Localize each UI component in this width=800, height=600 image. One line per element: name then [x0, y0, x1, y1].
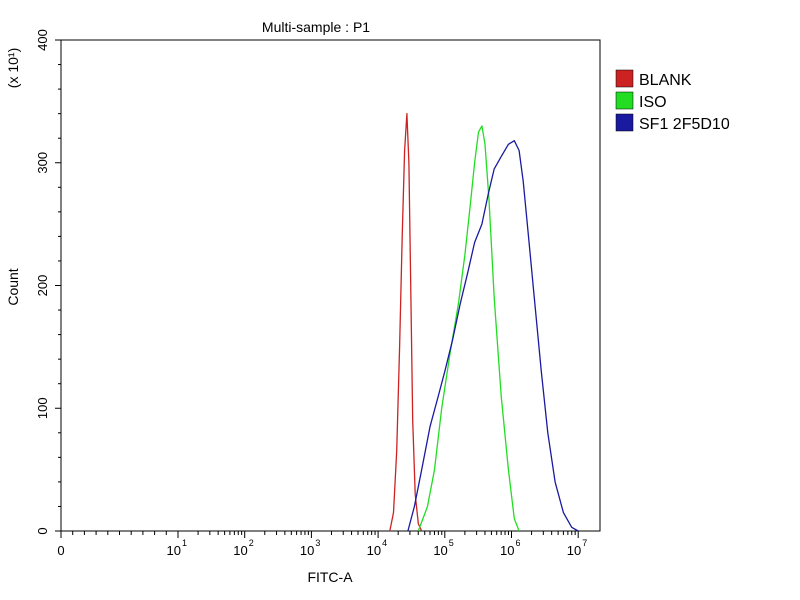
y-axis-label: Count	[5, 268, 21, 305]
legend-swatch	[615, 91, 634, 110]
chart-title: Multi-sample : P1	[262, 19, 370, 35]
x-tick-label-exponent: 1	[182, 538, 187, 548]
y-tick-label: 400	[35, 29, 50, 51]
x-axis-label: FITC-A	[307, 569, 353, 585]
legend-swatch	[615, 69, 634, 88]
legend-label: ISO	[639, 94, 667, 111]
x-tick-label-base: 10	[433, 543, 447, 558]
x-tick-label-base: 10	[233, 543, 247, 558]
x-tick-label-exponent: 3	[315, 538, 320, 548]
x-tick-label-base: 10	[500, 543, 514, 558]
x-tick-label-base: 10	[300, 543, 314, 558]
y-multiplier-label: (x 10¹)	[5, 48, 21, 88]
x-tick-label-exponent: 6	[516, 538, 521, 548]
plot-frame	[60, 39, 601, 532]
series-line-iso	[417, 125, 520, 532]
x-tick-label-exponent: 4	[382, 538, 387, 548]
y-tick-label: 0	[35, 527, 50, 534]
y-axis: 0 100 200 300 400	[35, 29, 61, 535]
series-layer	[389, 113, 579, 532]
y-tick-label: 200	[35, 275, 50, 297]
legend-label: BLANK	[639, 72, 692, 89]
x-tick-label-exponent: 5	[449, 538, 454, 548]
x-tick-label-exponent: 2	[249, 538, 254, 548]
legend: BLANK ISO SF1 2F5D10	[615, 69, 730, 133]
y-tick-label: 100	[35, 397, 50, 419]
x-axis: 0 10 1 10 2 10 3 10 4 10 5 10 6 10 7	[57, 531, 587, 558]
series-line-sf1-2f5d10	[407, 140, 579, 532]
x-tick-label: 0	[57, 543, 64, 558]
x-tick-label-exponent: 7	[582, 538, 587, 548]
x-tick-label-base: 10	[167, 543, 181, 558]
legend-label: SF1 2F5D10	[639, 116, 730, 133]
legend-swatch	[615, 113, 634, 132]
series-line-blank	[389, 113, 423, 532]
x-tick-label-base: 10	[367, 543, 381, 558]
x-tick-label-base: 10	[567, 543, 581, 558]
y-tick-label: 300	[35, 152, 50, 174]
